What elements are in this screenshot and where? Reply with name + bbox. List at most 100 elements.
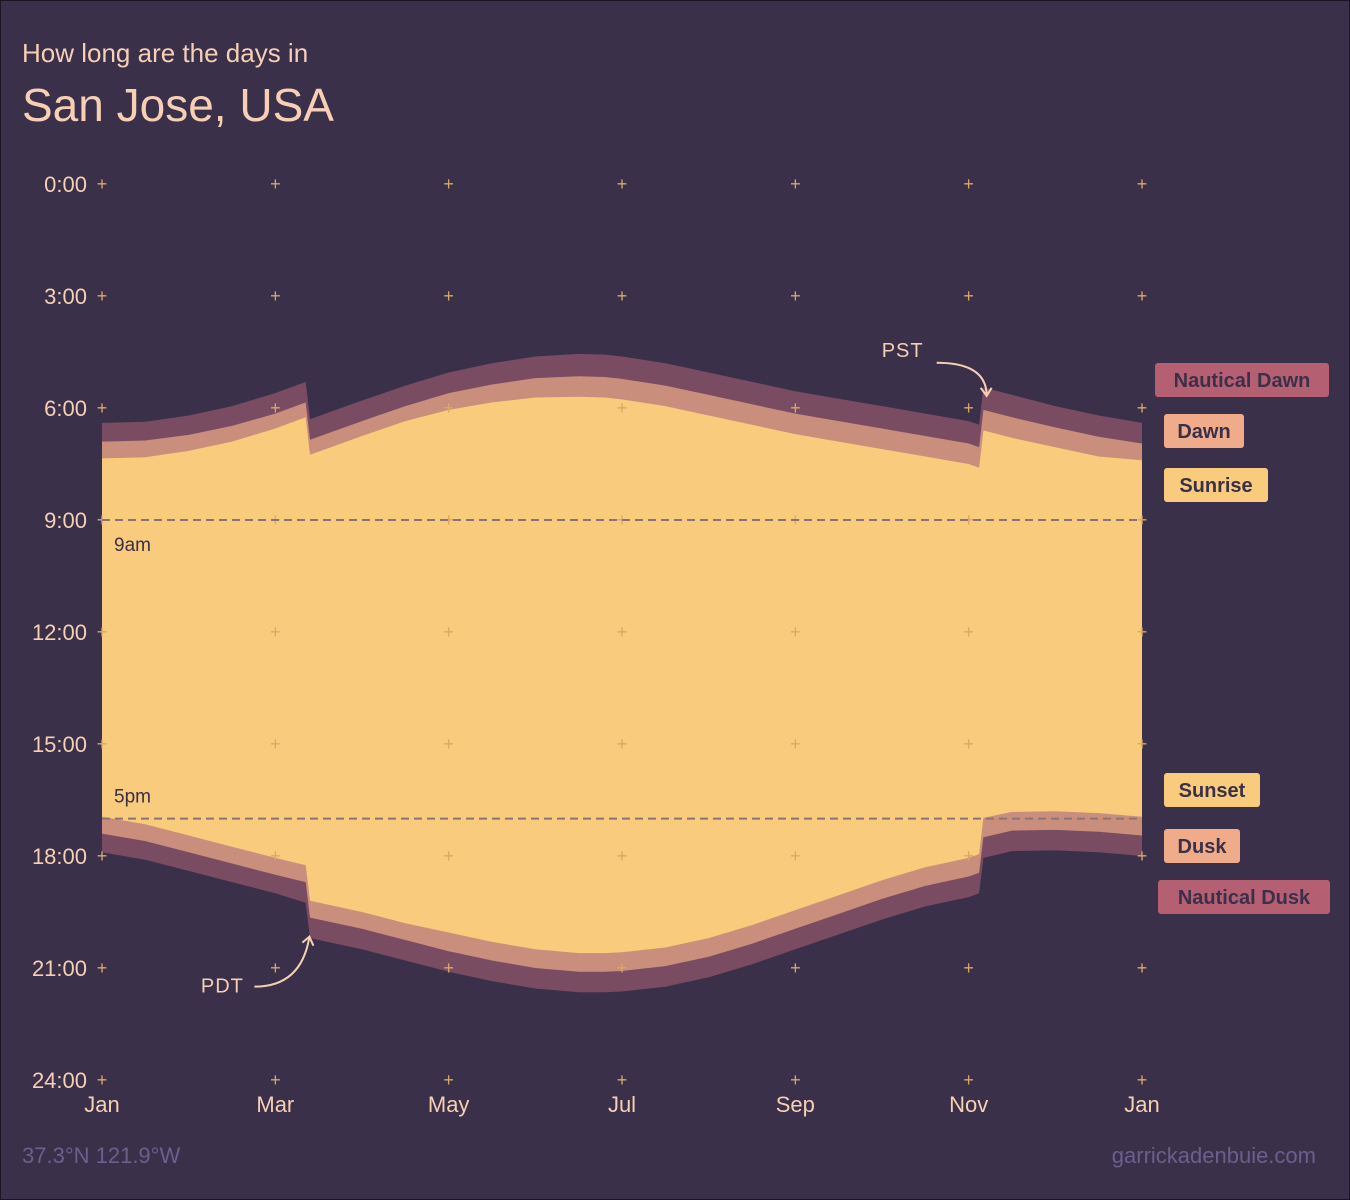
grid-plus-marker: + <box>790 398 801 418</box>
annotation-arrowhead-pst <box>979 387 993 398</box>
legend-box-sunrise <box>1164 468 1268 502</box>
legend-item-sunrise: Sunrise <box>1164 468 1268 502</box>
grid-plus-marker: + <box>443 846 454 866</box>
grid-plus-marker: + <box>443 174 454 194</box>
grid-plus-marker: + <box>443 286 454 306</box>
grid-plus-marker: + <box>617 734 628 754</box>
y-tick-label: 0:00 <box>44 172 87 197</box>
legend-label-nautical-dawn: Nautical Dawn <box>1174 370 1311 392</box>
grid-plus-marker: + <box>443 1070 454 1090</box>
grid-plus-marker: + <box>1137 1070 1148 1090</box>
grid-plus-marker: + <box>1137 174 1148 194</box>
y-tick-label: 21:00 <box>32 956 87 981</box>
grid-plus-marker: + <box>1137 846 1148 866</box>
grid-plus-marker: + <box>790 1070 801 1090</box>
grid-plus-marker: + <box>963 958 974 978</box>
legend-box-nautical-dusk <box>1158 880 1330 914</box>
x-tick-label: Mar <box>256 1092 294 1117</box>
grid-plus-marker: + <box>1137 398 1148 418</box>
twilight-bands <box>102 353 1142 993</box>
x-tick-label: Nov <box>949 1092 988 1117</box>
legend-box-dusk <box>1164 829 1240 863</box>
credit-caption: garrickadenbuie.com <box>1112 1143 1316 1168</box>
x-tick-label: Sep <box>776 1092 815 1117</box>
annotation-arrow-pdt <box>254 936 311 988</box>
grid-plus-marker: + <box>963 846 974 866</box>
y-tick-label: 15:00 <box>32 732 87 757</box>
x-axis: Jan Mar May Jul Sep Nov Jan <box>84 1092 1159 1117</box>
x-tick-label: May <box>428 1092 470 1117</box>
chart-title: San Jose, USA <box>22 79 334 131</box>
legend-box-nautical-dawn <box>1155 363 1329 397</box>
annotation-arrowhead-pdt <box>301 935 315 947</box>
y-axis: 0:00 3:00 6:00 9:00 12:00 15:00 18:00 21:00 24:0… <box>32 172 87 1093</box>
grid-markers: + + + + + + + + + + + + + + + + + + + + + + + + + + + + + + + + + + + + + + + +… <box>97 174 1148 1090</box>
grid-plus-marker: + <box>963 174 974 194</box>
y-tick-label: 12:00 <box>32 620 87 645</box>
grid-plus-marker: + <box>443 958 454 978</box>
grid-plus-marker: + <box>963 510 974 530</box>
grid-plus-marker: + <box>963 734 974 754</box>
grid-plus-marker: + <box>443 622 454 642</box>
grid-plus-marker: + <box>963 398 974 418</box>
grid-plus-marker: + <box>1137 286 1148 306</box>
annotations: PDT PST <box>201 340 993 998</box>
y-tick-label: 9:00 <box>44 508 87 533</box>
grid-plus-marker: + <box>790 622 801 642</box>
grid-plus-marker: + <box>97 622 108 642</box>
grid-plus-marker: + <box>963 1070 974 1090</box>
grid-plus-marker: + <box>270 286 281 306</box>
legend-label-dawn: Dawn <box>1177 421 1230 443</box>
grid-plus-marker: + <box>790 286 801 306</box>
annotation-pst: PST <box>882 340 924 362</box>
x-tick-label: Jul <box>608 1092 636 1117</box>
grid-plus-marker: + <box>97 398 108 418</box>
legend-box-sunset <box>1164 773 1260 807</box>
grid-plus-marker: + <box>790 174 801 194</box>
y-tick-label: 3:00 <box>44 284 87 309</box>
legend-label-dusk: Dusk <box>1178 836 1228 858</box>
legend-item-nautical-dawn: Nautical Dawn <box>1155 363 1329 397</box>
grid-plus-marker: + <box>617 174 628 194</box>
reference-lines: 9am 5pm <box>102 519 1142 820</box>
legend: Nautical Dawn Dawn Sunrise Sunset Dusk Nautic… <box>1155 363 1330 914</box>
y-tick-label: 6:00 <box>44 396 87 421</box>
grid-plus-marker: + <box>1137 958 1148 978</box>
daylight-band <box>102 396 1142 954</box>
grid-plus-marker: + <box>270 622 281 642</box>
grid-plus-marker: + <box>617 846 628 866</box>
legend-item-sunset: Sunset <box>1164 773 1260 807</box>
legend-label-sunset: Sunset <box>1179 780 1246 802</box>
legend-item-dawn: Dawn <box>1164 414 1244 448</box>
x-tick-label: Jan <box>84 1092 119 1117</box>
legend-item-dusk: Dusk <box>1164 829 1240 863</box>
coordinates-caption: 37.3°N 121.9°W <box>22 1143 180 1168</box>
grid-plus-marker: + <box>617 286 628 306</box>
grid-plus-marker: + <box>443 510 454 530</box>
annotation-pdt: PDT <box>201 976 244 998</box>
grid-plus-marker: + <box>270 174 281 194</box>
grid-plus-marker: + <box>97 286 108 306</box>
reference-label-9am: 9am <box>114 535 151 556</box>
grid-plus-marker: + <box>270 958 281 978</box>
legend-box-dawn <box>1164 414 1244 448</box>
grid-plus-marker: + <box>97 734 108 754</box>
grid-plus-marker: + <box>97 958 108 978</box>
grid-plus-marker: + <box>790 734 801 754</box>
grid-plus-marker: + <box>617 1070 628 1090</box>
grid-plus-marker: + <box>963 622 974 642</box>
grid-plus-marker: + <box>790 846 801 866</box>
legend-label-sunrise: Sunrise <box>1179 475 1252 497</box>
grid-plus-marker: + <box>1137 510 1148 530</box>
grid-plus-marker: + <box>270 398 281 418</box>
grid-plus-marker: + <box>790 958 801 978</box>
grid-plus-marker: + <box>270 734 281 754</box>
grid-plus-marker: + <box>97 1070 108 1090</box>
grid-plus-marker: + <box>270 1070 281 1090</box>
x-tick-label: Jan <box>1124 1092 1159 1117</box>
legend-label-nautical-dusk: Nautical Dusk <box>1178 887 1311 909</box>
grid-plus-marker: + <box>443 734 454 754</box>
grid-plus-marker: + <box>1137 622 1148 642</box>
grid-plus-marker: + <box>617 958 628 978</box>
